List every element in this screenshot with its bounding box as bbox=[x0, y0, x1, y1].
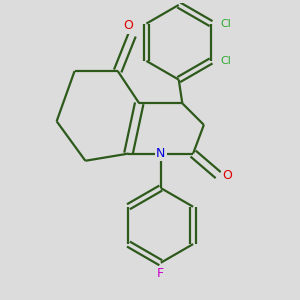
Text: Cl: Cl bbox=[220, 56, 231, 66]
Text: O: O bbox=[223, 169, 232, 182]
Text: Cl: Cl bbox=[220, 19, 231, 28]
Text: O: O bbox=[124, 19, 134, 32]
Text: N: N bbox=[156, 147, 166, 160]
Text: F: F bbox=[157, 267, 164, 280]
